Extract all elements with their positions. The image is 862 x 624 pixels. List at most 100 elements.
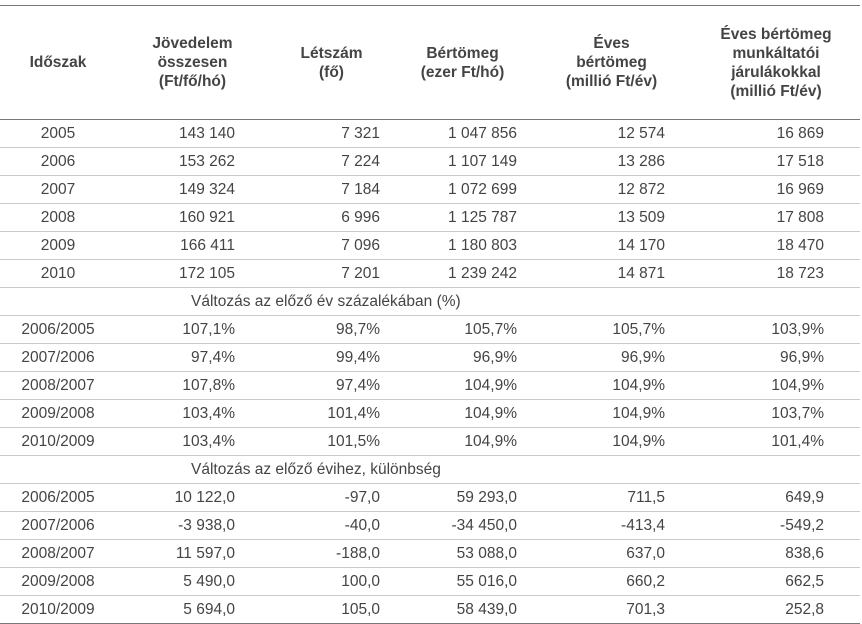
period-cell: 2010 (0, 259, 116, 288)
headcount-cell: 101,4% (269, 399, 394, 428)
payroll-monthly-cell: 104,9% (394, 399, 531, 428)
headcount-cell: 99,4% (269, 343, 394, 372)
table-row: 2010/2009 5 694,0 105,0 58 439,0 701,3 252,8 (0, 595, 860, 624)
table-row: 2006/2005 107,1% 98,7% 105,7% 105,7% 103,9% (0, 315, 860, 344)
period-cell: 2005 (0, 119, 116, 148)
payroll-contrib-cell: -549,2 (692, 511, 860, 540)
headcount-cell: 98,7% (269, 315, 394, 344)
payroll-monthly-cell: 1 107 149 (394, 147, 531, 176)
payroll-monthly-cell: 55 016,0 (394, 567, 531, 596)
income-cell: 103,4% (116, 427, 269, 456)
income-cell: 143 140 (116, 119, 269, 148)
payroll-yearly-cell: 96,9% (531, 343, 692, 372)
payroll-monthly-cell: 1 239 242 (394, 259, 531, 288)
period-cell: 2007 (0, 175, 116, 204)
wage-statistics-table: Időszak Jövedelem összesen (Ft/fő/hó) Léts… (0, 5, 860, 624)
headcount-cell: 7 201 (269, 259, 394, 288)
income-cell: 10 122,0 (116, 483, 269, 512)
payroll-monthly-cell: 53 088,0 (394, 539, 531, 568)
table-row: 2005 143 140 7 321 1 047 856 12 574 16 869 (0, 119, 860, 148)
payroll-contrib-cell: 17 518 (692, 147, 860, 176)
period-cell: 2009/2008 (0, 567, 116, 596)
headcount-cell: 7 184 (269, 175, 394, 204)
table-row: 2007 149 324 7 184 1 072 699 12 872 16 969 (0, 175, 860, 204)
payroll-contrib-cell: 18 470 (692, 231, 860, 260)
table-row: 2007/2006 -3 938,0 -40,0 -34 450,0 -413,4 -54… (0, 511, 860, 540)
table-row: 2008/2007 107,8% 97,4% 104,9% 104,9% 104,9% (0, 371, 860, 400)
payroll-monthly-cell: 59 293,0 (394, 483, 531, 512)
payroll-monthly-cell: 104,9% (394, 371, 531, 400)
period-cell: 2006/2005 (0, 315, 116, 344)
period-cell: 2008/2007 (0, 539, 116, 568)
headcount-cell: 7 321 (269, 119, 394, 148)
payroll-yearly-cell: 14 871 (531, 259, 692, 288)
headcount-cell: -97,0 (269, 483, 394, 512)
payroll-yearly-cell: 13 509 (531, 203, 692, 232)
payroll-yearly-cell: 104,9% (531, 427, 692, 456)
payroll-monthly-cell: 58 439,0 (394, 595, 531, 624)
table-row: 2007/2006 97,4% 99,4% 96,9% 96,9% 96,9% (0, 343, 860, 372)
headcount-cell: 7 096 (269, 231, 394, 260)
payroll-monthly-cell: 1 047 856 (394, 119, 531, 148)
payroll-contrib-cell: 838,6 (692, 539, 860, 568)
payroll-contrib-cell: 103,9% (692, 315, 860, 344)
headcount-cell: 100,0 (269, 567, 394, 596)
period-cell: 2010/2009 (0, 595, 116, 624)
header-headcount: Létszám (fő) (269, 5, 394, 120)
period-cell: 2009 (0, 231, 116, 260)
period-cell: 2008 (0, 203, 116, 232)
payroll-contrib-cell: 649,9 (692, 483, 860, 512)
header-payroll-yearly: Éves bértömeg (millió Ft/év) (531, 5, 692, 120)
payroll-contrib-cell: 252,8 (692, 595, 860, 624)
table-body: 2005 143 140 7 321 1 047 856 12 574 16 869 200… (0, 119, 860, 624)
payroll-monthly-cell: 1 180 803 (394, 231, 531, 260)
income-cell: 107,1% (116, 315, 269, 344)
section-difference-label: Változás az előző évihez, különbség (0, 455, 860, 484)
period-cell: 2008/2007 (0, 371, 116, 400)
period-cell: 2007/2006 (0, 343, 116, 372)
headcount-cell: 6 996 (269, 203, 394, 232)
header-income: Jövedelem összesen (Ft/fő/hó) (116, 5, 269, 120)
payroll-contrib-cell: 103,7% (692, 399, 860, 428)
payroll-yearly-cell: 104,9% (531, 399, 692, 428)
headcount-cell: 105,0 (269, 595, 394, 624)
headcount-cell: 101,5% (269, 427, 394, 456)
payroll-monthly-cell: 1 125 787 (394, 203, 531, 232)
payroll-monthly-cell: -34 450,0 (394, 511, 531, 540)
payroll-contrib-cell: 101,4% (692, 427, 860, 456)
payroll-yearly-cell: 13 286 (531, 147, 692, 176)
header-period: Időszak (0, 5, 116, 120)
payroll-contrib-cell: 16 869 (692, 119, 860, 148)
payroll-contrib-cell: 662,5 (692, 567, 860, 596)
income-cell: 166 411 (116, 231, 269, 260)
payroll-yearly-cell: -413,4 (531, 511, 692, 540)
payroll-yearly-cell: 105,7% (531, 315, 692, 344)
period-cell: 2010/2009 (0, 427, 116, 456)
payroll-contrib-cell: 17 808 (692, 203, 860, 232)
payroll-contrib-cell: 96,9% (692, 343, 860, 372)
table-row: 2008 160 921 6 996 1 125 787 13 509 17 808 (0, 203, 860, 232)
payroll-yearly-cell: 14 170 (531, 231, 692, 260)
table-row: 2010/2009 103,4% 101,5% 104,9% 104,9% 101,4% (0, 427, 860, 456)
header-row: Időszak Jövedelem összesen (Ft/fő/hó) Léts… (0, 5, 860, 120)
income-cell: 160 921 (116, 203, 269, 232)
table-row: 2010 172 105 7 201 1 239 242 14 871 18 723 (0, 259, 860, 288)
table-row: 2009/2008 103,4% 101,4% 104,9% 104,9% 103,7% (0, 399, 860, 428)
payroll-yearly-cell: 12 574 (531, 119, 692, 148)
section-percent-change-label: Változás az előző év százalékában (%) (0, 287, 860, 316)
payroll-contrib-cell: 18 723 (692, 259, 860, 288)
payroll-contrib-cell: 104,9% (692, 371, 860, 400)
section-percent-change: Változás az előző év százalékában (%) (0, 287, 860, 316)
income-cell: 107,8% (116, 371, 269, 400)
table-row: 2008/2007 11 597,0 -188,0 53 088,0 637,0 838,… (0, 539, 860, 568)
table-row: 2006 153 262 7 224 1 107 149 13 286 17 518 (0, 147, 860, 176)
income-cell: 153 262 (116, 147, 269, 176)
headcount-cell: 7 224 (269, 147, 394, 176)
income-cell: 5 490,0 (116, 567, 269, 596)
payroll-monthly-cell: 1 072 699 (394, 175, 531, 204)
payroll-monthly-cell: 96,9% (394, 343, 531, 372)
income-cell: 11 597,0 (116, 539, 269, 568)
income-cell: 103,4% (116, 399, 269, 428)
payroll-yearly-cell: 637,0 (531, 539, 692, 568)
income-cell: -3 938,0 (116, 511, 269, 540)
